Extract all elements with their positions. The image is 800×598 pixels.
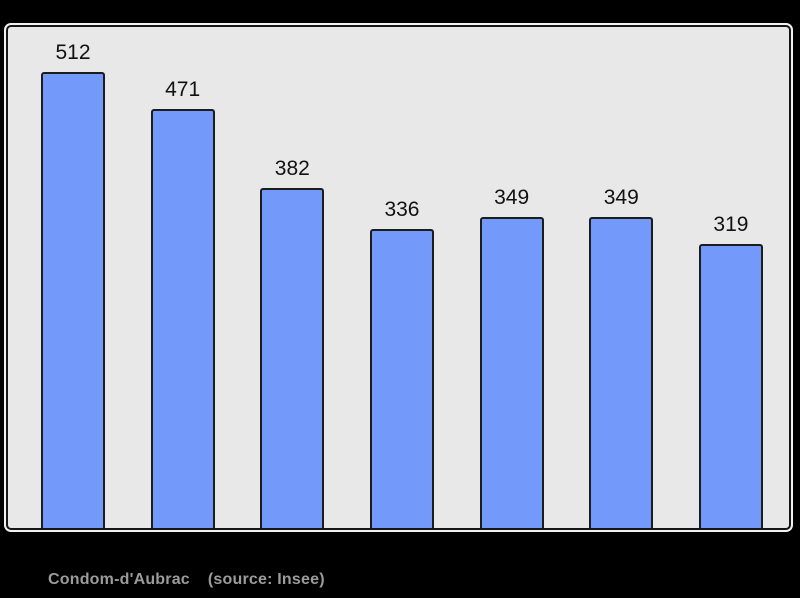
bar-value-label: 319 bbox=[713, 213, 749, 236]
bar-value-label: 512 bbox=[55, 41, 91, 64]
bar-slot: 512 bbox=[41, 42, 105, 528]
bars-container: 512 471 382 336 349 349 319 bbox=[8, 27, 789, 528]
bar-slot: 471 bbox=[150, 78, 215, 528]
bar-slot: 336 bbox=[369, 198, 434, 528]
chart-footer: Condom-d'Aubrac (source: Insee) bbox=[48, 571, 325, 589]
bar-slot: 349 bbox=[589, 186, 654, 528]
bar-value-label: 471 bbox=[165, 78, 201, 101]
bar-value-label: 349 bbox=[603, 186, 639, 209]
bar-slot: 382 bbox=[260, 157, 325, 528]
bar-value-label: 349 bbox=[494, 186, 530, 209]
bar-value-label: 336 bbox=[384, 198, 420, 221]
bar bbox=[369, 229, 434, 528]
bar bbox=[41, 72, 105, 528]
bar bbox=[260, 188, 325, 528]
bar bbox=[479, 217, 544, 528]
bar-value-label: 382 bbox=[274, 157, 310, 180]
bar bbox=[150, 109, 215, 528]
bar bbox=[698, 244, 763, 528]
bar-slot: 349 bbox=[479, 186, 544, 528]
plot-area: 512 471 382 336 349 349 319 bbox=[6, 25, 791, 530]
source-label: (source: Insee) bbox=[207, 571, 325, 588]
bar bbox=[589, 217, 654, 528]
commune-label: Condom-d'Aubrac bbox=[48, 571, 190, 588]
bar-slot: 319 bbox=[698, 213, 763, 528]
